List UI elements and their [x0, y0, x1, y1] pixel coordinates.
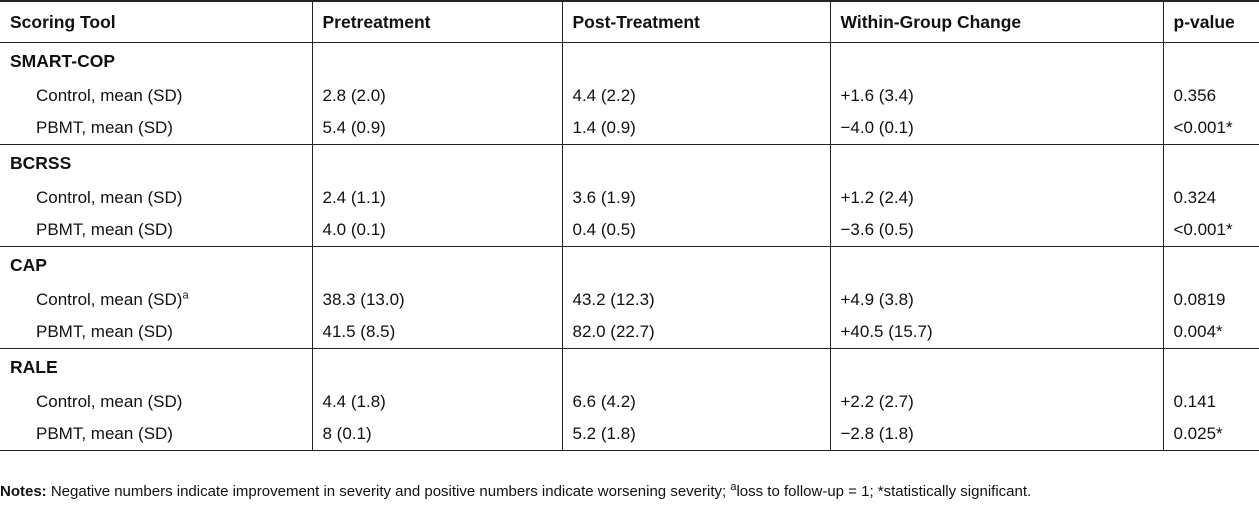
notes-text-continued: loss to follow-up = 1; *statistically si…	[736, 483, 1031, 500]
row-label: Control, mean (SD)a	[0, 284, 312, 315]
table-header: Scoring Tool Pretreatment Post-Treatment…	[0, 1, 1259, 43]
change-cell: +1.6 (3.4)	[830, 80, 1163, 111]
post-cell: 82.0 (22.7)	[562, 315, 830, 349]
pre-cell: 4.0 (0.1)	[312, 213, 562, 247]
pre-cell: 38.3 (13.0)	[312, 284, 562, 315]
pre-cell: 8 (0.1)	[312, 417, 562, 451]
change-cell: −3.6 (0.5)	[830, 213, 1163, 247]
table-row: PBMT, mean (SD) 8 (0.1) 5.2 (1.8) −2.8 (…	[0, 417, 1259, 451]
post-cell: 43.2 (12.3)	[562, 284, 830, 315]
row-label: Control, mean (SD)	[0, 80, 312, 111]
group-label: RALE	[0, 349, 312, 387]
post-cell: 5.2 (1.8)	[562, 417, 830, 451]
post-cell: 1.4 (0.9)	[562, 111, 830, 145]
p-value-cell: 0.356	[1163, 80, 1259, 111]
post-cell: 4.4 (2.2)	[562, 80, 830, 111]
header-within-group-change: Within-Group Change	[830, 1, 1163, 43]
group-label: BCRSS	[0, 145, 312, 183]
table-row: Control, mean (SD) 2.8 (2.0) 4.4 (2.2) +…	[0, 80, 1259, 111]
header-row: Scoring Tool Pretreatment Post-Treatment…	[0, 1, 1259, 43]
table-row: PBMT, mean (SD) 4.0 (0.1) 0.4 (0.5) −3.6…	[0, 213, 1259, 247]
notes-text: Negative numbers indicate improvement in…	[47, 483, 731, 500]
table-notes: Notes: Negative numbers indicate improve…	[0, 483, 1259, 500]
row-label: PBMT, mean (SD)	[0, 417, 312, 451]
pre-cell: 5.4 (0.9)	[312, 111, 562, 145]
p-value-cell: 0.025*	[1163, 417, 1259, 451]
p-value-cell: 0.141	[1163, 386, 1259, 417]
group-label: CAP	[0, 247, 312, 285]
header-pretreatment: Pretreatment	[312, 1, 562, 43]
group-row-smart-cop: SMART-COP	[0, 43, 1259, 81]
p-value-cell: <0.001*	[1163, 213, 1259, 247]
group-row-cap: CAP	[0, 247, 1259, 285]
row-label: Control, mean (SD)	[0, 182, 312, 213]
table-body: SMART-COP Control, mean (SD) 2.8 (2.0) 4…	[0, 43, 1259, 451]
group-row-bcrss: BCRSS	[0, 145, 1259, 183]
change-cell: −4.0 (0.1)	[830, 111, 1163, 145]
row-label: PBMT, mean (SD)	[0, 315, 312, 349]
header-post-treatment: Post-Treatment	[562, 1, 830, 43]
row-label: PBMT, mean (SD)	[0, 213, 312, 247]
pre-cell: 41.5 (8.5)	[312, 315, 562, 349]
p-value-cell: <0.001*	[1163, 111, 1259, 145]
table-row: Control, mean (SD)a 38.3 (13.0) 43.2 (12…	[0, 284, 1259, 315]
row-label: PBMT, mean (SD)	[0, 111, 312, 145]
group-label: SMART-COP	[0, 43, 312, 81]
post-cell: 3.6 (1.9)	[562, 182, 830, 213]
results-table: Scoring Tool Pretreatment Post-Treatment…	[0, 0, 1259, 451]
table-row: Control, mean (SD) 4.4 (1.8) 6.6 (4.2) +…	[0, 386, 1259, 417]
table-row: Control, mean (SD) 2.4 (1.1) 3.6 (1.9) +…	[0, 182, 1259, 213]
change-cell: +1.2 (2.4)	[830, 182, 1163, 213]
pre-cell: 2.4 (1.1)	[312, 182, 562, 213]
p-value-cell: 0.0819	[1163, 284, 1259, 315]
header-p-value: p-value	[1163, 1, 1259, 43]
notes-label: Notes:	[0, 483, 47, 500]
group-row-rale: RALE	[0, 349, 1259, 387]
change-cell: +40.5 (15.7)	[830, 315, 1163, 349]
post-cell: 0.4 (0.5)	[562, 213, 830, 247]
table-row: PBMT, mean (SD) 41.5 (8.5) 82.0 (22.7) +…	[0, 315, 1259, 349]
footnote-marker: a	[182, 289, 188, 301]
pre-cell: 2.8 (2.0)	[312, 80, 562, 111]
pre-cell: 4.4 (1.8)	[312, 386, 562, 417]
table-row: PBMT, mean (SD) 5.4 (0.9) 1.4 (0.9) −4.0…	[0, 111, 1259, 145]
header-scoring-tool: Scoring Tool	[0, 1, 312, 43]
change-cell: +4.9 (3.8)	[830, 284, 1163, 315]
change-cell: +2.2 (2.7)	[830, 386, 1163, 417]
post-cell: 6.6 (4.2)	[562, 386, 830, 417]
change-cell: −2.8 (1.8)	[830, 417, 1163, 451]
p-value-cell: 0.004*	[1163, 315, 1259, 349]
p-value-cell: 0.324	[1163, 182, 1259, 213]
row-label: Control, mean (SD)	[0, 386, 312, 417]
